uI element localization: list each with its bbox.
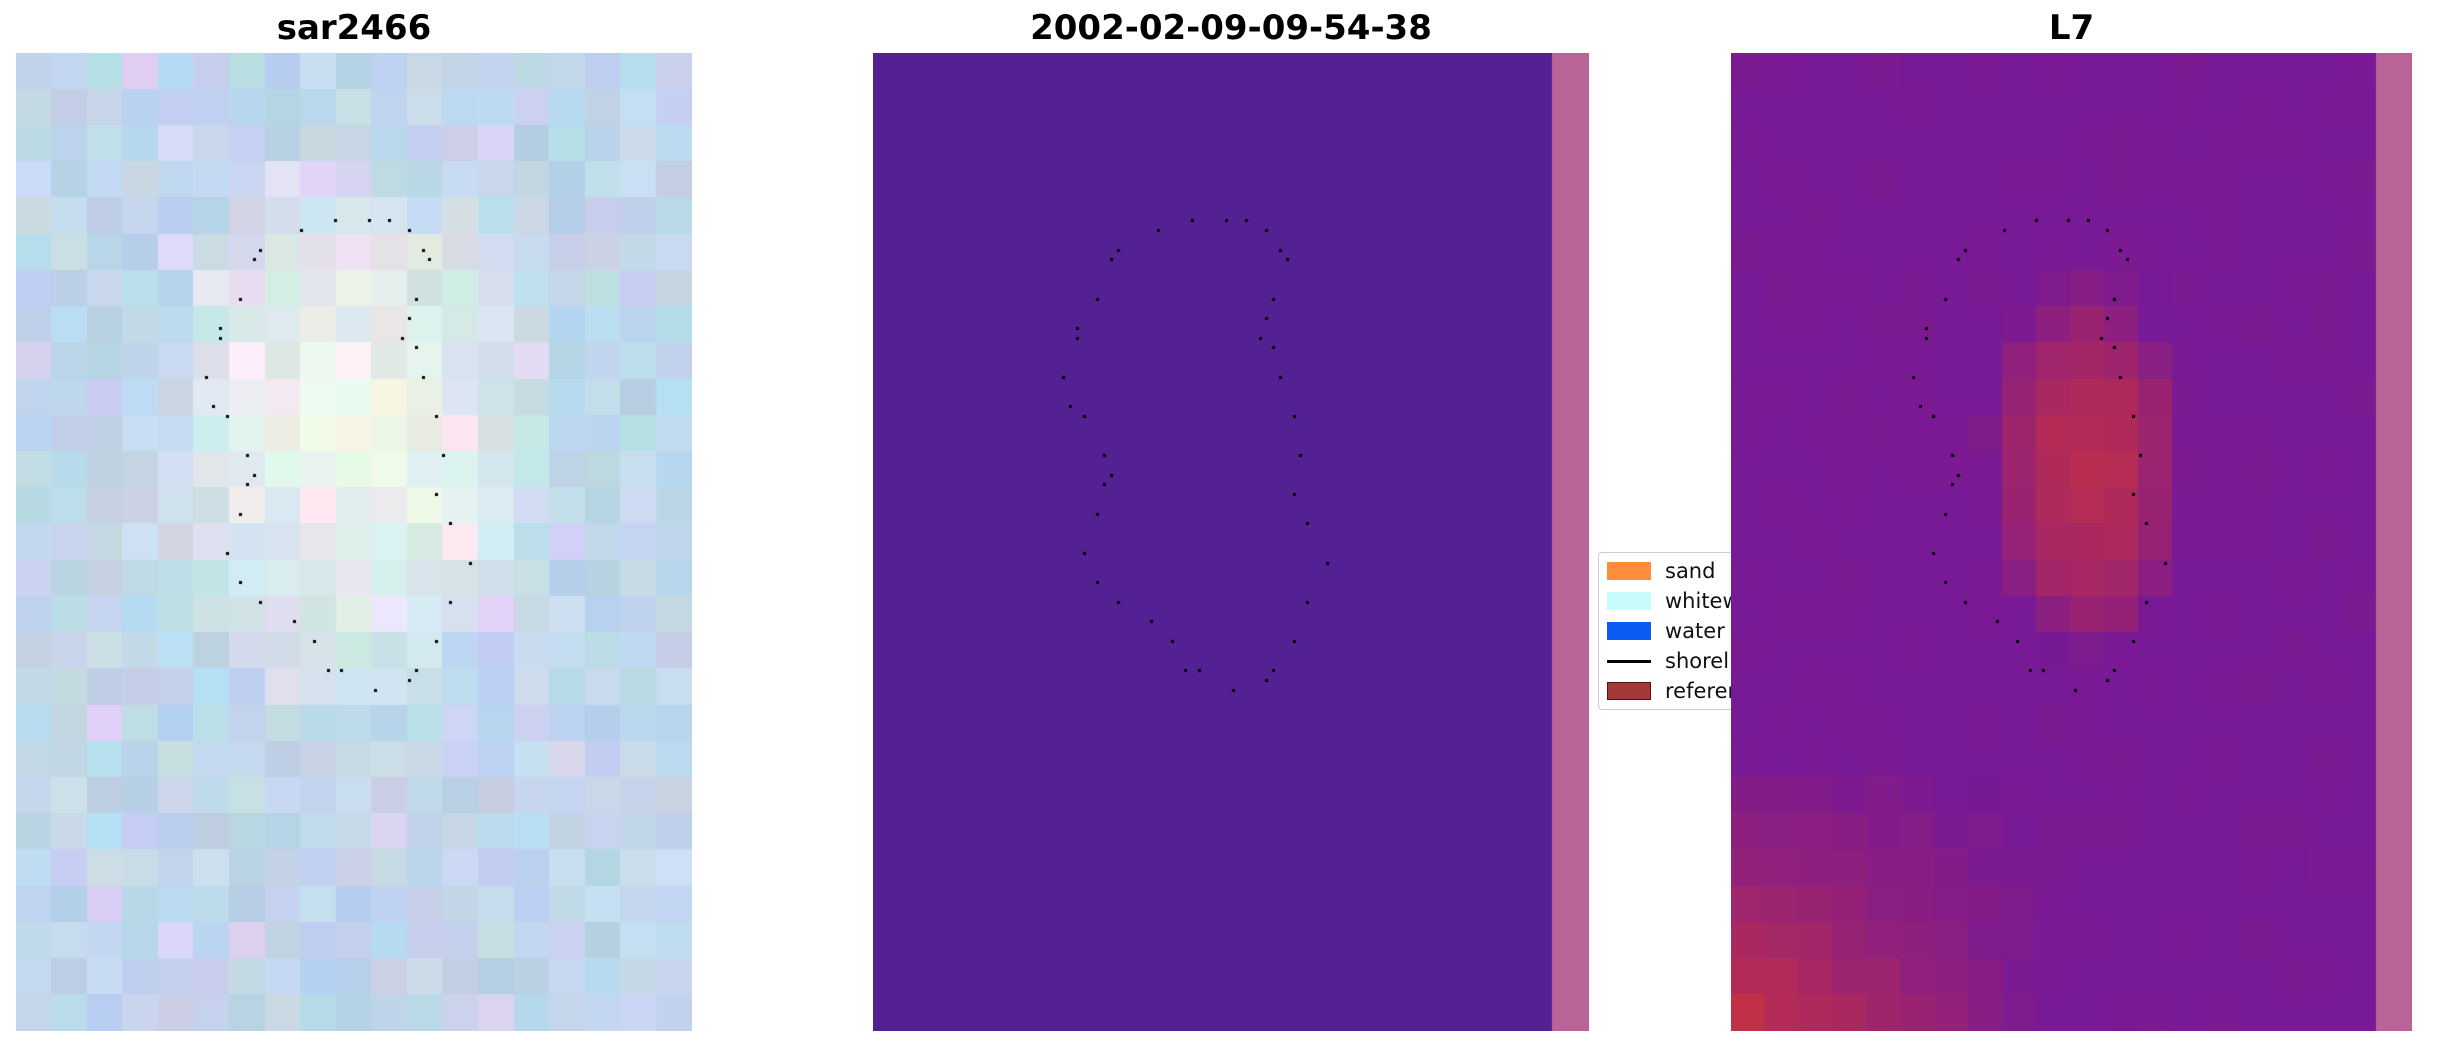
legend-item-sand: sand [1607, 559, 1715, 583]
index-image [1731, 53, 2412, 1031]
index-image-panel [1731, 53, 2412, 1031]
legend-item-reference-shoreline: reference shoreline [1607, 679, 1731, 703]
legend-label: sand [1665, 559, 1716, 583]
rgb-image-panel [16, 53, 692, 1031]
legend-item-shoreline: shoreline [1607, 649, 1731, 673]
rgb-image [16, 53, 692, 1031]
legend-shoreline-line [1607, 659, 1651, 663]
classified-image-panel [873, 53, 1589, 1031]
legend-label: water [1665, 619, 1725, 643]
legend-reference-swatch [1607, 682, 1651, 700]
legend-label: shoreline [1665, 649, 1731, 673]
panel-title-index: L7 [2048, 8, 2095, 48]
classified-image [873, 53, 1589, 1031]
panel-title-rgb: sar2466 [276, 8, 432, 48]
panel-title-classified: 2002-02-09-09-54-38 [1030, 8, 1432, 48]
legend-water-swatch [1607, 622, 1651, 640]
legend-sand-swatch [1607, 562, 1651, 580]
legend-whitewater-swatch [1607, 592, 1651, 610]
legend-label: reference shoreline [1665, 679, 1731, 703]
legend-item-water: water [1607, 619, 1725, 643]
